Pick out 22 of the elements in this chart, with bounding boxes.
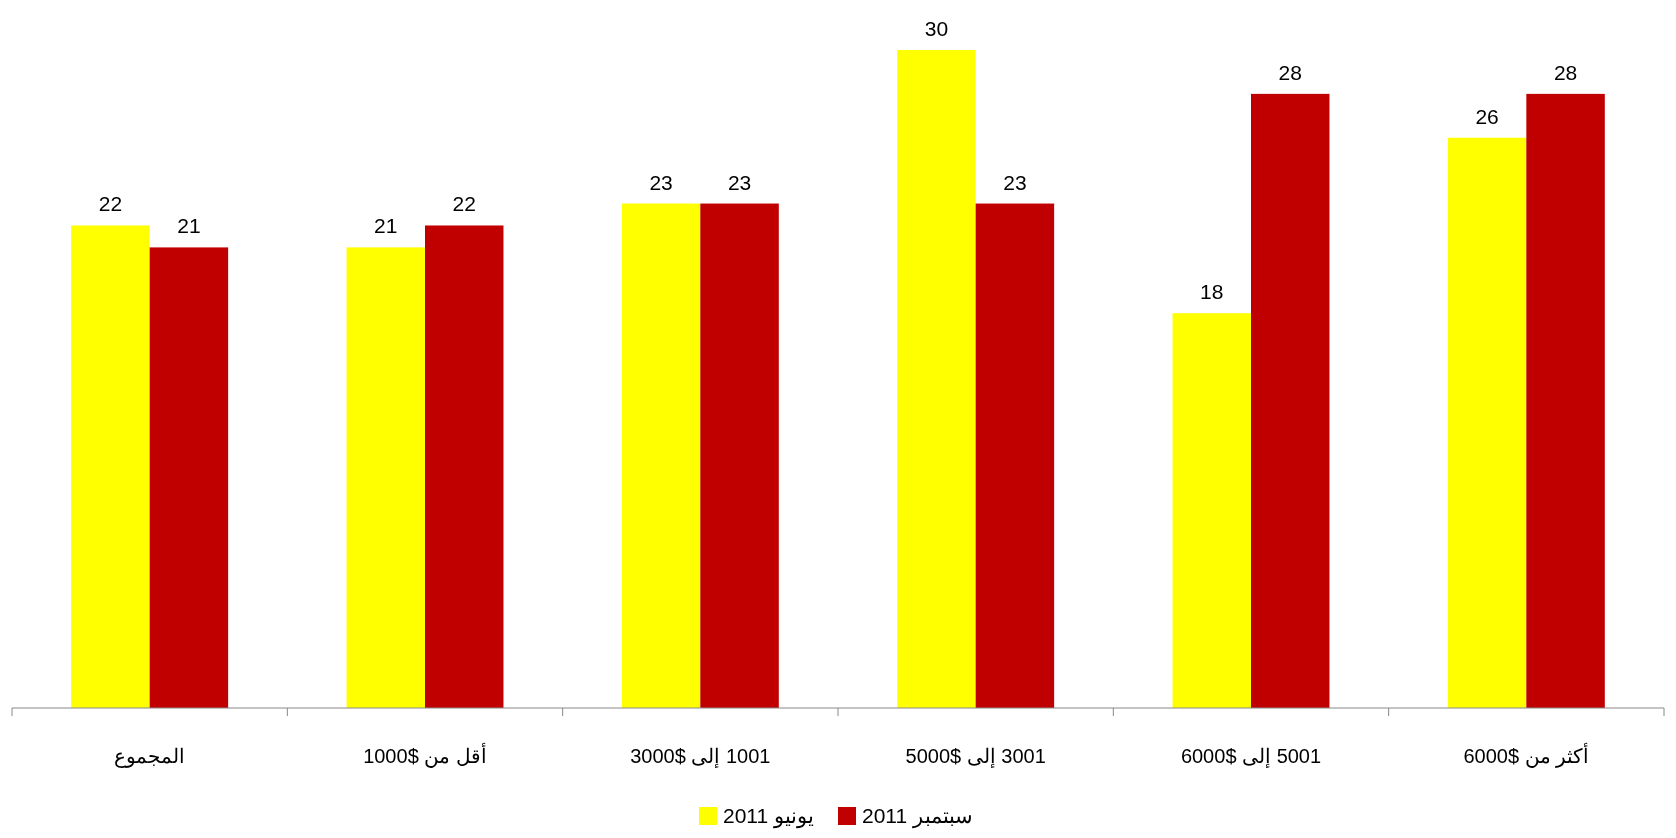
data-label: 21 [374,214,398,238]
data-label: 28 [1278,60,1302,84]
data-label: 22 [98,192,123,216]
legend-item: يونيو 2011 [699,804,814,827]
x-tick-label: أكثر من $6000 [1463,742,1590,768]
legend-label: يونيو 2011 [722,804,814,829]
data-label: 28 [1553,60,1578,84]
data-label: 22 [452,192,476,216]
legend-item: سبتمبر 2011 [838,804,973,827]
x-tick-label: 5001 إلى $6000 [1180,745,1322,769]
x-tick-label: 3001 إلى $5000 [905,745,1046,769]
data-label: 26 [1475,104,1499,128]
data-label: 18 [1200,280,1224,304]
data-label: 23 [727,170,752,194]
x-tick-label: أقل من $1000 [363,742,487,768]
legend-label: سبتمبر 2011 [862,804,974,829]
data-label: 23 [1003,170,1027,194]
data-label: 23 [649,170,673,194]
data-label: 21 [177,214,201,238]
x-tick-label: المجموع [114,745,186,768]
data-label: 30 [924,17,949,40]
x-tick-label: 1001 إلى $3000 [630,745,771,769]
